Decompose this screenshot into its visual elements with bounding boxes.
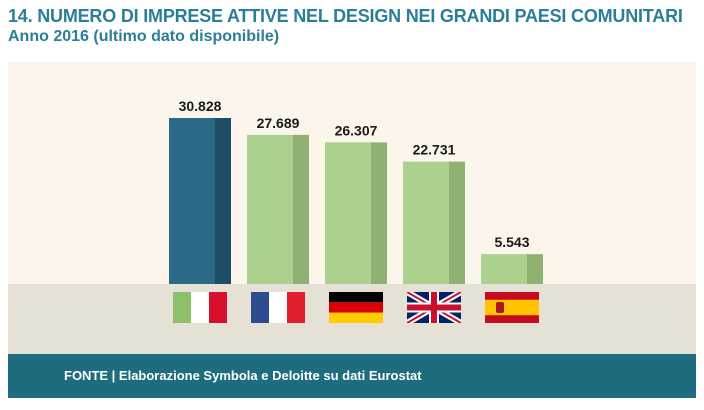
flag-stripe (269, 292, 287, 323)
flag-stripe (329, 312, 383, 323)
source-text: FONTE | Elaborazione Symbola e Deloitte … (64, 368, 422, 383)
flag-stripe (251, 292, 269, 323)
flag-emblem (496, 302, 504, 313)
bar-france (247, 134, 309, 284)
bars-group (169, 118, 543, 284)
bar-front (169, 118, 215, 284)
bar-front (403, 161, 449, 284)
bar-front (325, 142, 371, 284)
bar-germany (325, 142, 387, 284)
italy-flag (173, 292, 227, 323)
value-label: 30.828 (179, 98, 222, 114)
chart-subtitle: Anno 2016 (ultimo dato disponibile) (8, 28, 280, 45)
flag-cross-red (407, 292, 461, 323)
bar-side (527, 254, 543, 284)
flag-stripe (287, 292, 305, 323)
chart-title: 14. NUMERO DI IMPRESE ATTIVE NEL DESIGN … (8, 6, 683, 26)
bar-side (449, 161, 465, 284)
bar-side (215, 118, 231, 284)
value-label: 26.307 (335, 122, 378, 138)
bar-uk (403, 161, 465, 284)
uk-flag-body (407, 292, 461, 323)
value-label: 27.689 (257, 115, 300, 131)
value-labels-group: 30.828 27.689 26.307 22.731 5.543 (179, 98, 530, 250)
flag-stripe (209, 292, 227, 323)
flags-group (173, 292, 539, 323)
flag-stripe (173, 292, 191, 323)
bar-front (247, 134, 293, 284)
flag-stripe (485, 299, 539, 316)
bar-side (371, 142, 387, 284)
bar-italy (169, 118, 231, 284)
value-label: 22.731 (413, 142, 456, 158)
value-label: 5.543 (494, 234, 529, 250)
source-footer: FONTE | Elaborazione Symbola e Deloitte … (8, 354, 696, 398)
bar-side (293, 134, 309, 284)
bar-spain (481, 254, 543, 284)
germany-flag (329, 292, 383, 323)
france-flag (251, 292, 305, 323)
bar-chart: 30.828 27.689 26.307 22.731 5.543 (8, 62, 696, 354)
bar-front (481, 254, 527, 284)
flag-stripe (329, 292, 383, 303)
flag-stripe (329, 302, 383, 313)
uk-flag (407, 292, 461, 323)
flag-stripe (191, 292, 209, 323)
spain-flag (485, 292, 539, 323)
